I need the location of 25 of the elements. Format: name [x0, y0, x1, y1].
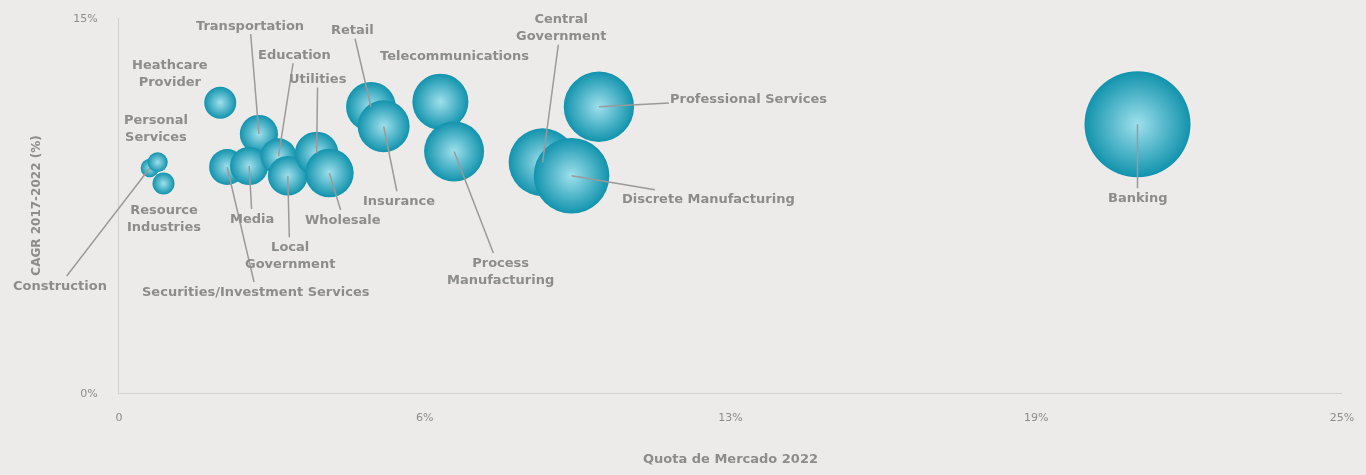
y-axis-title: CAGR 2017-2022 (%)	[28, 135, 43, 276]
annotation: Construction	[13, 278, 107, 293]
annotation: Securities/Investment Services	[142, 284, 370, 299]
x-tick-label: 13%	[718, 411, 743, 425]
annotation: Discrete Manufacturing	[622, 191, 795, 206]
x-tick-label: 6%	[416, 411, 434, 425]
x-tick-label: 25%	[1329, 411, 1355, 425]
annotation: Personal Services	[124, 112, 188, 144]
annotation: Retail	[331, 22, 374, 37]
y-tick-label: 0%	[80, 386, 98, 400]
annotation: Telecommunications	[380, 48, 530, 63]
x-tick-label: 19%	[1024, 411, 1049, 425]
annotation: Insurance	[363, 193, 436, 208]
y-tick-label: 15%	[73, 11, 98, 25]
x-axis-title: Quota de Mercado 2022	[643, 450, 818, 466]
annotation: Wholesale	[305, 212, 381, 227]
annotation: Resource Industries	[127, 202, 202, 234]
annotation: Process Manufacturing	[447, 255, 555, 287]
annotation: Banking	[1108, 190, 1168, 205]
annotation: Professional Services	[670, 91, 828, 106]
annotation: Heathcare Provider	[132, 57, 208, 89]
annotation: Central Government	[516, 11, 607, 43]
annotation: Education	[258, 47, 331, 62]
annotation: Transportation	[196, 18, 305, 33]
x-tick-label: 0	[115, 411, 123, 425]
